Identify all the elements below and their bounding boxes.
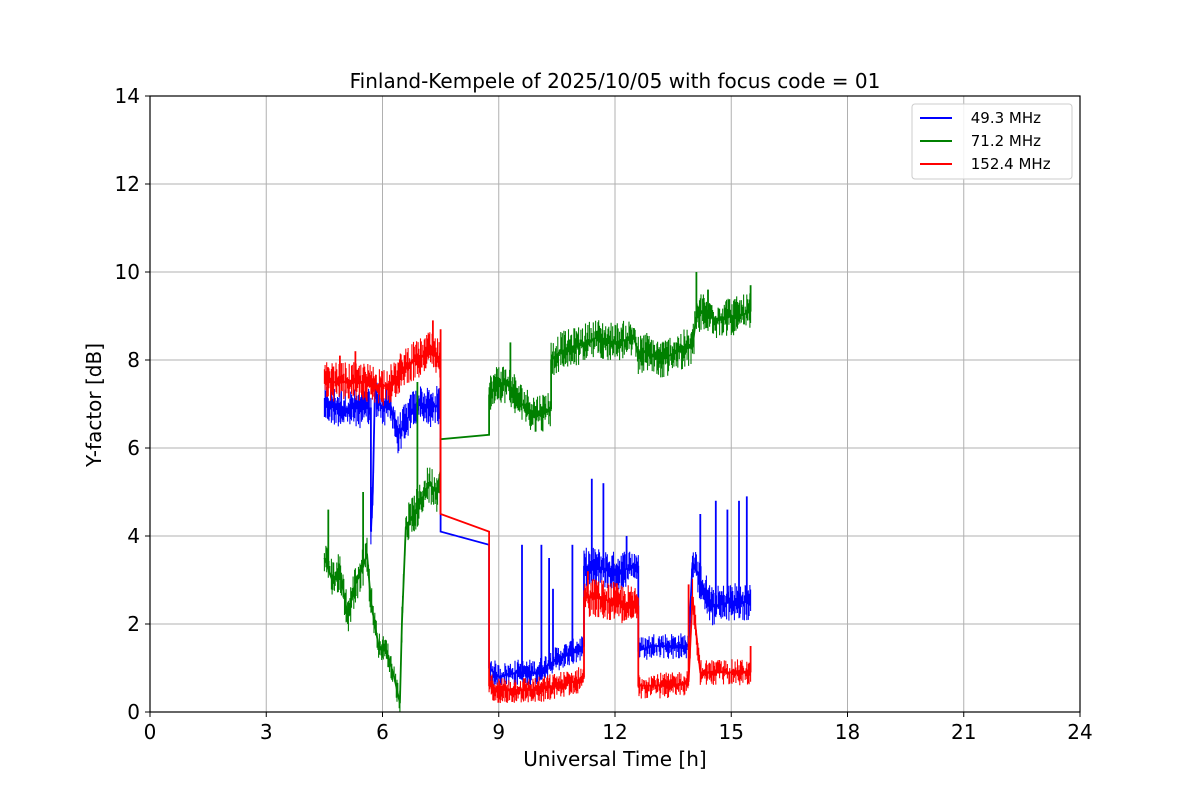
legend-label-71-2: 71.2 MHz: [966, 132, 1041, 150]
y-tick-label: 0: [127, 700, 140, 724]
x-tick-label: 21: [951, 720, 976, 744]
x-tick-label: 3: [260, 720, 273, 744]
x-tick-label: 0: [144, 720, 157, 744]
x-tick-label: 12: [602, 720, 627, 744]
y-tick-label: 10: [115, 260, 140, 284]
chart-title: Finland-Kempele of 2025/10/05 with focus…: [350, 69, 881, 93]
x-tick-label: 15: [719, 720, 744, 744]
legend-label-152-4: 152.4 MHz: [966, 155, 1051, 173]
y-tick-label: 8: [127, 348, 140, 372]
series-noise-band: [323, 382, 752, 687]
legend-box: [911, 103, 1073, 180]
y-tick-label: 12: [115, 172, 140, 196]
legend: 49.3 MHz 71.2 MHz 152.4 MHz: [911, 103, 1073, 180]
x-tick-label: 18: [835, 720, 860, 744]
x-axis-ticks: 0 3 6 9 12 15 18 21 24: [144, 712, 1093, 744]
x-tick-label: 24: [1067, 720, 1092, 744]
y-tick-label: 2: [127, 612, 140, 636]
legend-label-49-3: 49.3 MHz: [966, 109, 1041, 127]
y-tick-label: 4: [127, 524, 140, 548]
series-3: [323, 320, 752, 703]
series-noise-band: [323, 332, 752, 703]
x-axis-label: Universal Time [h]: [523, 747, 706, 771]
y-axis-ticks: 0 2 4 6 8 10 12 14: [115, 84, 150, 724]
y-axis-label: Y-factor [dB]: [82, 343, 106, 468]
y-tick-label: 6: [127, 436, 140, 460]
plot-series: [323, 272, 752, 712]
x-tick-label: 6: [376, 720, 389, 744]
series-2: [323, 272, 752, 712]
y-tick-label: 14: [115, 84, 140, 108]
x-tick-label: 9: [492, 720, 505, 744]
